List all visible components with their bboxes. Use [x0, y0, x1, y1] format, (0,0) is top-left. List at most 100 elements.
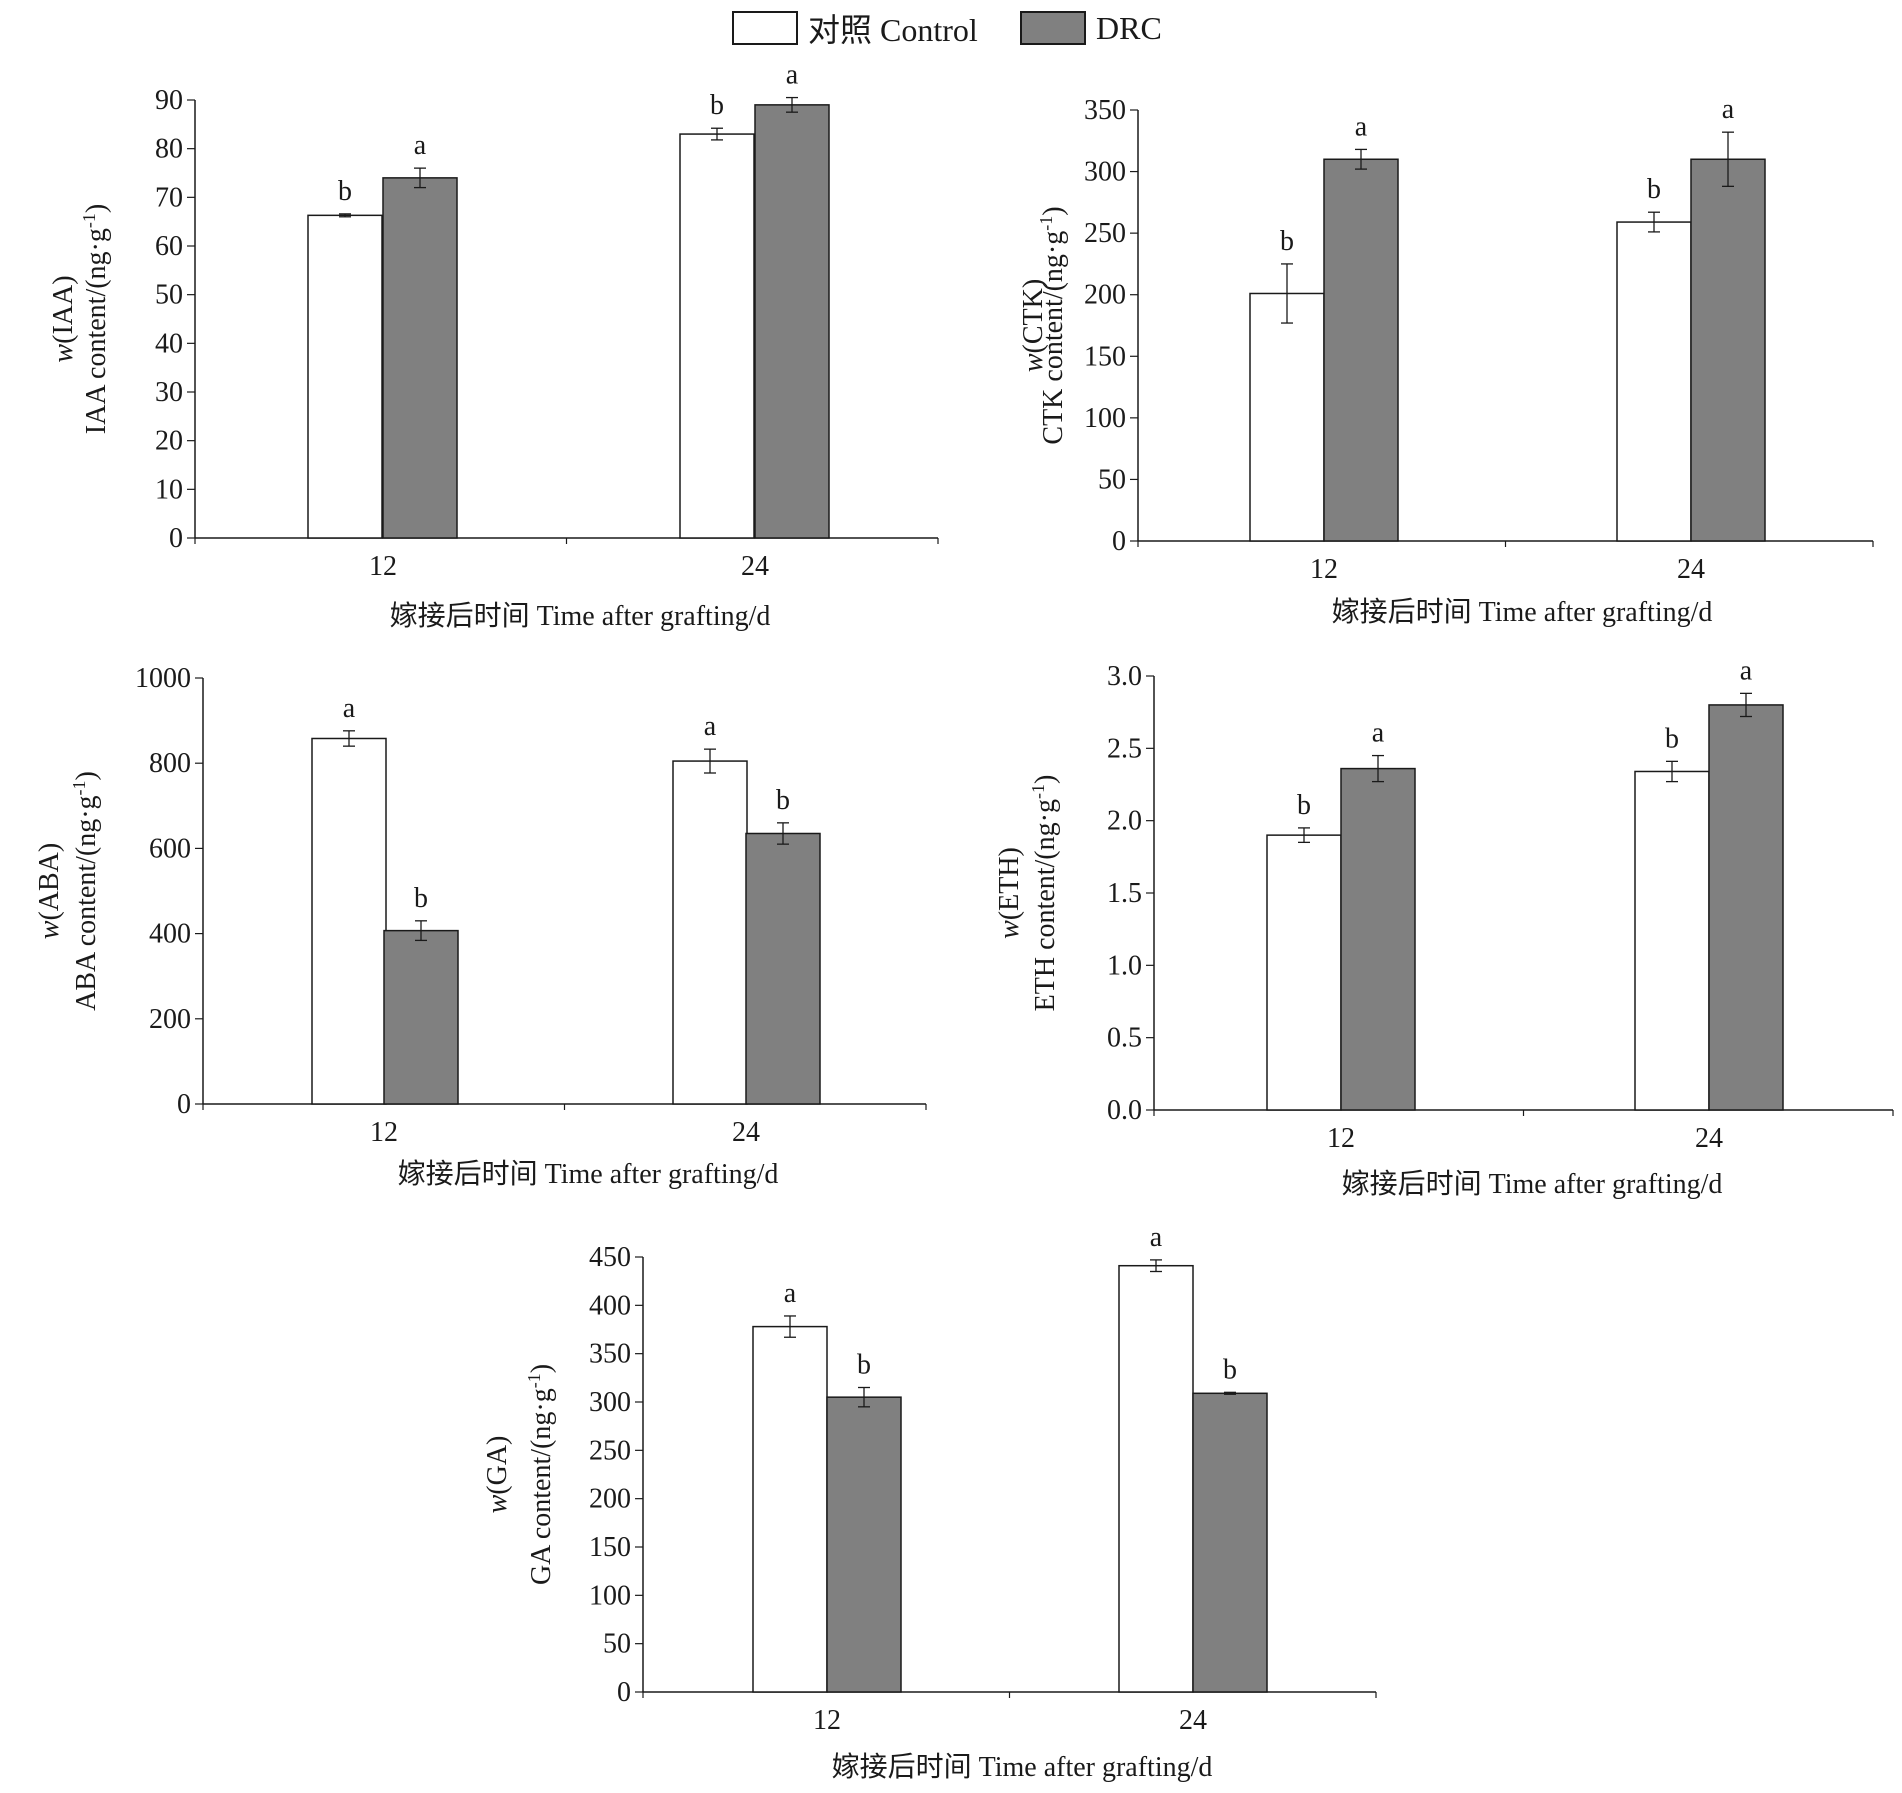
significance-letter: a — [784, 1278, 797, 1309]
y-tick-label: 0 — [1112, 526, 1126, 557]
y-axis-label-line2: ABA content/(ng·g-1) — [69, 771, 102, 1011]
significance-letter: b — [1223, 1354, 1237, 1385]
bar-control-12 — [752, 1325, 828, 1693]
significance-letter: a — [1150, 1222, 1163, 1253]
x-axis-label: 嫁接后时间 Time after grafting/d — [832, 1751, 1213, 1783]
y-tick-label: 3.0 — [1107, 661, 1142, 692]
y-tick-label: 0.5 — [1107, 1023, 1142, 1054]
bar-drc-24 — [1708, 704, 1784, 1111]
x-tick-label: 24 — [741, 551, 769, 582]
y-tick-label: 100 — [1084, 403, 1126, 434]
significance-letter: a — [414, 130, 427, 161]
y-tick-label: 0.0 — [1107, 1095, 1142, 1126]
x-tick-label: 24 — [1695, 1123, 1723, 1154]
y-tick-label: 300 — [589, 1387, 631, 1418]
bar-control-24 — [1616, 221, 1692, 542]
bar-control-24 — [672, 760, 748, 1105]
bar-control-12 — [1266, 834, 1342, 1111]
y-axis-label-line1: w(ABA) — [34, 843, 65, 939]
y-tick-label: 450 — [589, 1242, 631, 1273]
bar-drc-24 — [1690, 158, 1766, 542]
y-axis-label-line1: w(CTK) — [1018, 279, 1049, 372]
x-tick-label: 24 — [732, 1117, 760, 1148]
y-tick-label: 600 — [149, 833, 191, 864]
bar-drc-24 — [754, 104, 830, 539]
bar-control-12 — [1249, 292, 1325, 542]
x-tick-label: 12 — [369, 551, 397, 582]
bar-control-24 — [1634, 770, 1710, 1111]
y-tick-label: 800 — [149, 748, 191, 779]
significance-letter: a — [1722, 94, 1735, 125]
y-axis-label-line2: ETH content/(ng·g-1) — [1028, 775, 1061, 1012]
legend-label-control: 对照 Control — [808, 12, 978, 48]
y-tick-label: 150 — [589, 1532, 631, 1563]
y-tick-label: 50 — [603, 1629, 631, 1660]
x-tick-label: 12 — [370, 1117, 398, 1148]
y-tick-label: 70 — [155, 182, 183, 213]
x-axis-label: 嫁接后时间 Time after grafting/d — [390, 600, 771, 632]
x-axis-label: 嫁接后时间 Time after grafting/d — [398, 1158, 779, 1190]
y-tick-label: 250 — [589, 1435, 631, 1466]
significance-letter: b — [1297, 790, 1311, 821]
significance-letter: a — [1372, 718, 1385, 749]
y-tick-label: 1000 — [135, 663, 191, 694]
y-tick-label: 200 — [589, 1484, 631, 1515]
y-tick-label: 400 — [589, 1290, 631, 1321]
legend-label-drc: DRC — [1096, 9, 1162, 46]
significance-letter: b — [338, 176, 352, 207]
chart-iaa: 0 10 20 30 40 50 60 70 80 90 b b a a 12 24 嫁接后时间 Time af… — [48, 60, 939, 632]
bar-drc-24 — [745, 832, 821, 1105]
bar-control-24 — [679, 133, 755, 539]
y-tick-label: 60 — [155, 231, 183, 262]
significance-letter: a — [786, 60, 799, 91]
bar-drc-12 — [383, 929, 459, 1105]
significance-letter: a — [1355, 111, 1368, 142]
y-tick-label: 350 — [1084, 95, 1126, 126]
y-tick-label: 40 — [155, 328, 183, 359]
chart-ga: 0 50 100 150 200 250 300 350 400 450 a a b b 12 24 嫁接后时间… — [482, 1222, 1377, 1783]
significance-letter: b — [1280, 226, 1294, 257]
y-axis-label-line2: GA content/(ng·g-1) — [524, 1364, 557, 1585]
y-tick-label: 200 — [149, 1004, 191, 1035]
y-tick-label: 350 — [589, 1339, 631, 1370]
legend: 对照 Control DRC — [0, 0, 1902, 56]
significance-letter: b — [857, 1350, 871, 1381]
y-tick-label: 2.0 — [1107, 806, 1142, 837]
significance-letter: b — [710, 90, 724, 121]
y-tick-label: 80 — [155, 134, 183, 165]
x-tick-label: 12 — [813, 1705, 841, 1736]
bar-drc-12 — [382, 177, 458, 539]
y-tick-label: 0 — [169, 523, 183, 554]
significance-letter: b — [776, 785, 790, 816]
y-tick-label: 1.5 — [1107, 878, 1142, 909]
y-tick-label: 0 — [177, 1089, 191, 1120]
y-tick-label: 20 — [155, 426, 183, 457]
y-tick-label: 0 — [617, 1677, 631, 1708]
x-axis-label: 嫁接后时间 Time after grafting/d — [1342, 1168, 1723, 1200]
x-tick-label: 24 — [1179, 1705, 1207, 1736]
y-tick-label: 150 — [1084, 341, 1126, 372]
y-tick-label: 90 — [155, 85, 183, 116]
x-tick-label: 12 — [1327, 1123, 1355, 1154]
y-tick-label: 250 — [1084, 218, 1126, 249]
y-tick-label: 200 — [1084, 280, 1126, 311]
chart-aba: 0 200 400 600 800 1000 a a b b 12 24 嫁接后时间 Time afte… — [34, 663, 927, 1190]
x-tick-label: 12 — [1310, 554, 1338, 585]
y-tick-label: 300 — [1084, 157, 1126, 188]
significance-letter: a — [1740, 655, 1753, 686]
bar-drc-12 — [826, 1396, 902, 1693]
y-tick-label: 1.0 — [1107, 950, 1142, 981]
y-axis-label-line2: IAA content/(ng·g-1) — [79, 204, 112, 434]
chart-ctk: 0 50 100 150 200 250 300 350 b b a a 12 24 嫁接后时间 Time … — [1018, 94, 1874, 628]
significance-letter: b — [1647, 174, 1661, 205]
legend-item-drc: DRC — [1020, 8, 1162, 48]
significance-letter: b — [414, 883, 428, 914]
y-tick-label: 2.5 — [1107, 733, 1142, 764]
y-axis-label-line1: w(ETH) — [994, 847, 1025, 939]
y-axis-label-line1: w(IAA) — [48, 275, 79, 362]
y-tick-label: 10 — [155, 474, 183, 505]
chart-eth: 0.0 0.5 1.0 1.5 2.0 2.5 3.0 b b a a 12 24 嫁接后时间 Time … — [994, 655, 1894, 1200]
y-tick-label: 100 — [589, 1580, 631, 1611]
bar-control-12 — [307, 214, 383, 539]
